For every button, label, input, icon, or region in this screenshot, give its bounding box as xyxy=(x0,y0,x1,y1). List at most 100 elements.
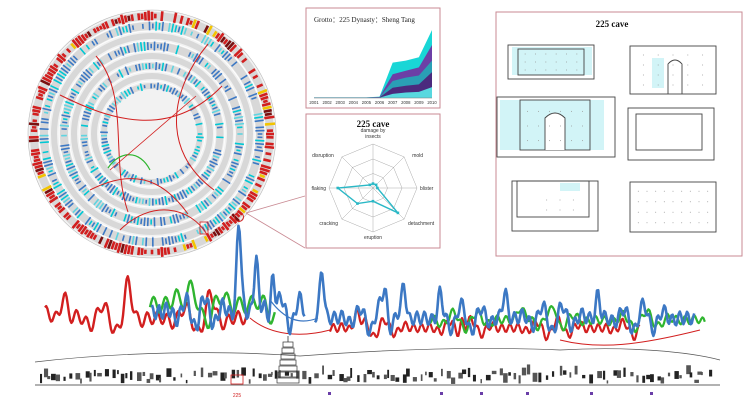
cave-opening xyxy=(563,370,566,374)
ring-segment xyxy=(125,16,127,23)
cave-opening xyxy=(150,373,154,379)
wall-grid-dot xyxy=(573,210,574,211)
ring-segment xyxy=(38,94,42,96)
cave-opening xyxy=(421,374,423,381)
ring-segment xyxy=(63,119,67,120)
cave-opening xyxy=(357,375,359,382)
ring-segment xyxy=(97,27,99,31)
ring-segment xyxy=(29,124,40,125)
cave-opening xyxy=(328,375,332,379)
ring-segment xyxy=(143,238,144,245)
cave-opening xyxy=(367,370,372,374)
ring-segment xyxy=(144,41,145,51)
cave-opening xyxy=(690,372,693,377)
timeline-tick-label: 2003 xyxy=(336,100,346,105)
cave-opening xyxy=(451,377,455,383)
cave-opening xyxy=(194,371,196,376)
ring-segment xyxy=(128,245,130,254)
radar-axis-label: disruption xyxy=(312,153,334,159)
wall-grid-dot xyxy=(673,55,674,56)
ring-segment xyxy=(132,246,133,255)
cave-opening xyxy=(650,374,654,382)
wall-grid-dot xyxy=(690,191,691,192)
ring-segment xyxy=(144,217,145,226)
ring-segment xyxy=(34,157,39,158)
ring-segment xyxy=(40,142,49,143)
cave-opening xyxy=(514,373,516,379)
ring-segment xyxy=(263,101,267,102)
cave-opening xyxy=(630,372,633,376)
wall-grid-dot xyxy=(560,200,561,201)
cave-opening xyxy=(486,375,491,380)
ring-segment xyxy=(190,21,191,25)
wall-grid-dot xyxy=(545,70,546,71)
wall-grid-dot xyxy=(699,222,700,223)
wall-grid-dot xyxy=(546,210,547,211)
timeline-tick-label: 2008 xyxy=(401,100,411,105)
ring-segment xyxy=(132,14,133,20)
cave-opening xyxy=(113,370,116,378)
cave-panel-title: 225 cave xyxy=(596,19,629,29)
facade-marker xyxy=(328,392,331,395)
wall-grid-dot xyxy=(643,85,644,86)
ring-segment xyxy=(139,198,140,203)
ring-segment xyxy=(168,247,169,254)
wall-grid-dot xyxy=(643,65,644,66)
cave-opening xyxy=(314,373,318,378)
cave-opening xyxy=(519,375,521,383)
cave-opening xyxy=(47,376,50,379)
wall-grid-dot xyxy=(571,126,572,127)
cave-opening xyxy=(441,369,443,376)
cave-opening xyxy=(468,368,470,377)
radar-point xyxy=(369,184,372,187)
wall-grid-dot xyxy=(549,111,550,112)
cave-opening xyxy=(130,371,132,380)
ring-segment xyxy=(60,125,70,126)
ring-segment xyxy=(257,147,262,148)
cave-opening xyxy=(434,378,437,381)
ring-segment xyxy=(211,234,213,238)
radar-panel: 225 cave damage byinsectsmoldblisterdeta… xyxy=(306,114,440,248)
ring-segment xyxy=(43,152,49,153)
wall-grid-dot xyxy=(658,55,659,56)
wall-grid-dot xyxy=(687,55,688,56)
cave-opening xyxy=(589,374,593,383)
wall-grid-dot xyxy=(549,126,550,127)
wall-grid-dot xyxy=(549,140,550,141)
cave-opening xyxy=(642,376,645,383)
damage-series-line xyxy=(315,273,694,336)
ring-segment xyxy=(161,216,162,227)
cave-opening xyxy=(173,377,175,380)
wall-grid-dot xyxy=(673,191,674,192)
ring-segment xyxy=(138,13,139,20)
timeline-tick-label: 2007 xyxy=(388,100,398,105)
wall-grid-dot xyxy=(702,55,703,56)
circular-ring-diagram[interactable] xyxy=(28,10,276,258)
cave-opening xyxy=(603,371,605,380)
cave-opening xyxy=(658,376,661,380)
cave-opening xyxy=(377,375,380,379)
ring-segment xyxy=(263,117,274,119)
ring-segment xyxy=(80,139,88,140)
cave-opening xyxy=(75,373,80,379)
wall-grid-dot xyxy=(673,222,674,223)
ring-segment xyxy=(34,160,40,161)
cave-opening xyxy=(147,379,151,383)
radar-axis-label: cracking xyxy=(319,221,338,227)
facade-marker xyxy=(650,392,653,395)
wall-grid-dot xyxy=(681,222,682,223)
damage-series-line xyxy=(45,276,249,333)
ring-segment xyxy=(82,142,87,143)
ring-segment xyxy=(161,44,162,50)
cave-opening xyxy=(350,368,352,378)
facade-marker xyxy=(590,392,593,395)
cave-opening xyxy=(538,373,541,383)
ring-segment xyxy=(100,26,102,30)
wall-grid-dot xyxy=(658,85,659,86)
wall-grid-dot xyxy=(643,75,644,76)
cave-opening xyxy=(333,370,335,376)
ring-segment xyxy=(264,110,272,112)
cave-opening xyxy=(694,380,699,383)
cave-opening xyxy=(387,370,389,378)
